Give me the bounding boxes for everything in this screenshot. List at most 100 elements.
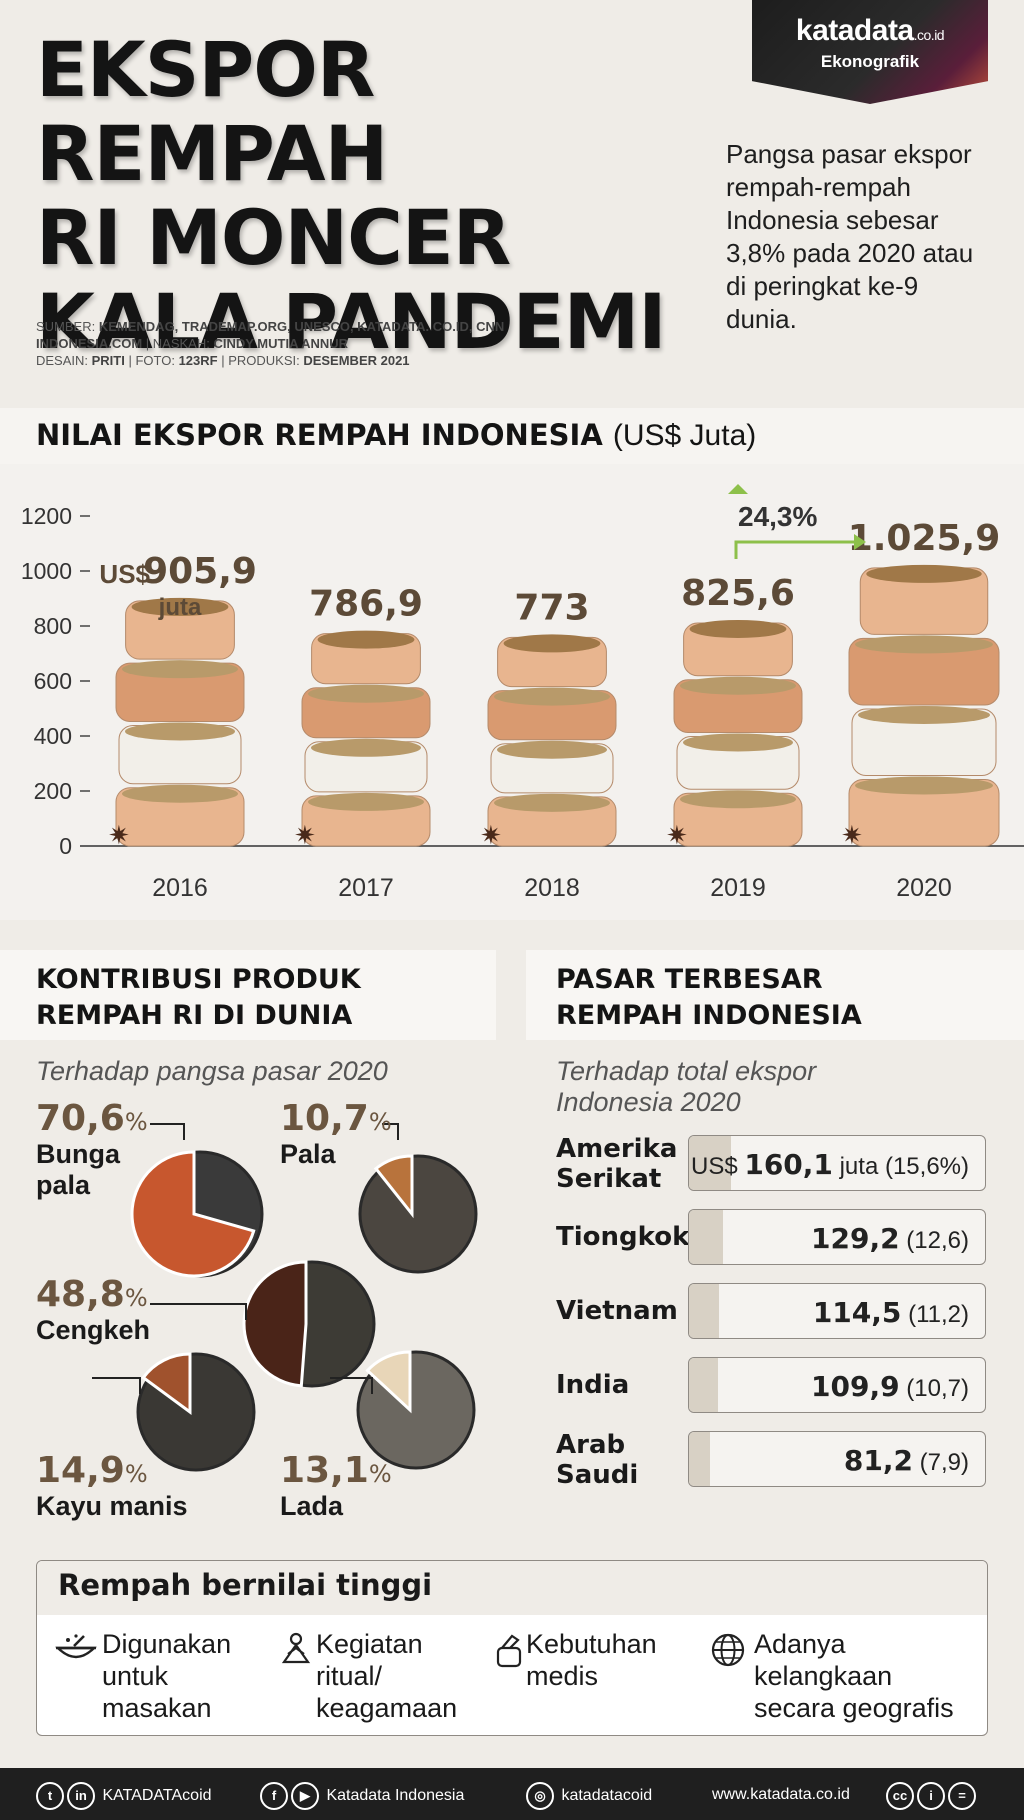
market-bar: 81,2 (7,9) xyxy=(688,1431,986,1487)
footer-social-instagram[interactable]: ◎ katadatacoid xyxy=(526,1782,652,1810)
leader-line xyxy=(330,1377,373,1394)
share-wedge xyxy=(141,1352,192,1415)
instagram-icon[interactable]: ◎ xyxy=(526,1782,554,1810)
share-wedge xyxy=(365,1350,412,1414)
star-anise-icon: ✷ xyxy=(841,820,863,850)
youtube-icon[interactable]: ▶ xyxy=(291,1782,319,1810)
footer-website[interactable]: www.katadata.co.id xyxy=(712,1786,850,1803)
growth-arrow-line xyxy=(734,540,854,559)
star-anise-icon: ✷ xyxy=(294,820,316,850)
page-title: EKSPOR REMPAH RI MONCER KALA PANDEMI xyxy=(36,28,676,364)
footer-license-icons: cc i = xyxy=(886,1782,979,1810)
spice-layer xyxy=(855,635,993,654)
share-wedge xyxy=(373,1154,414,1219)
star-anise-icon: ✷ xyxy=(666,820,688,850)
lead-paragraph: Pangsa pasar ekspor rempah-rempah Indone… xyxy=(726,139,974,334)
twitter-icon[interactable]: t xyxy=(36,1782,64,1810)
export-value-chart: 0 200 400 600 800 1000 1200 ✷ 905,9 2016 ✷ 786,9 201… xyxy=(21,484,1024,902)
bar-value-label: 905,9 xyxy=(143,551,257,592)
facebook-icon[interactable]: f xyxy=(260,1782,288,1810)
market-value: US$ 160,1 juta (15,6%) xyxy=(690,1148,969,1181)
spice-layer xyxy=(122,784,238,803)
ritual-icon xyxy=(281,1632,311,1664)
y-tick-label: 200 xyxy=(34,778,72,804)
x-tick-label: 2017 xyxy=(338,874,394,902)
leader-line xyxy=(92,1377,141,1394)
brand-badge[interactable]: katadata.co.id Ekonografik xyxy=(752,0,988,104)
market-bar-fill xyxy=(689,1284,719,1338)
market-row: Amerika Serikat US$ 160,1 juta (15,6%) xyxy=(556,1134,996,1194)
spice-layer xyxy=(131,597,229,616)
markets-header xyxy=(526,950,1024,1040)
market-value: 109,9 (10,7) xyxy=(811,1370,969,1403)
market-value: 81,2 (7,9) xyxy=(843,1444,969,1477)
reasons-box xyxy=(36,1560,988,1736)
reasons-title: Rempah bernilai tinggi xyxy=(58,1568,433,1602)
share-wedge xyxy=(242,1260,308,1388)
linkedin-icon[interactable]: in xyxy=(67,1782,95,1810)
spice-layer xyxy=(122,660,238,679)
reason-text: Digunakan untuk masakan xyxy=(102,1629,232,1723)
chart-title: NILAI EKSPOR REMPAH INDONESIA (US$ Juta) xyxy=(36,418,757,452)
y-tick-label: 400 xyxy=(34,723,72,749)
footer-handle[interactable]: KATADATAcoid xyxy=(102,1787,212,1805)
footer-bar: t in KATADATAcoid f ▶ Katadata Indonesia ◎… xyxy=(0,1768,1024,1820)
footer-insta[interactable]: katadatacoid xyxy=(561,1787,653,1805)
market-bar: 114,5 (11,2) xyxy=(688,1283,986,1339)
contrib-value: 70,6% xyxy=(36,1098,148,1139)
market-bar-fill xyxy=(689,1358,718,1412)
spice-layer xyxy=(503,634,601,653)
contrib-item-cengkeh: 48,8% Cengkeh xyxy=(36,1274,150,1346)
market-bar-fill xyxy=(689,1136,731,1190)
cooking-icon xyxy=(55,1634,97,1659)
market-country: Tiongkok xyxy=(556,1222,690,1252)
x-tick-label: 2018 xyxy=(524,874,580,902)
contrib-name: Cengkeh xyxy=(36,1315,151,1345)
market-bar: 109,9 (10,7) xyxy=(688,1357,986,1413)
spice-layer xyxy=(317,630,415,649)
spice-layer xyxy=(680,790,796,809)
section-label: Ekonografik xyxy=(820,52,920,71)
market-bar-fill xyxy=(689,1210,723,1264)
star-anise-icon: ✷ xyxy=(480,820,502,850)
contrib-name: Kayu manis xyxy=(36,1491,188,1521)
spice-layer xyxy=(866,564,982,583)
footer-social-twitter-linkedin[interactable]: t in KATADATAcoid xyxy=(36,1782,212,1810)
market-row: Tiongkok 129,2 (12,6) xyxy=(556,1208,996,1266)
contrib-value: 10,7% xyxy=(280,1098,392,1139)
market-country: Vietnam xyxy=(556,1296,678,1326)
market-bar: 129,2 (12,6) xyxy=(688,1209,986,1265)
market-country: India xyxy=(556,1370,630,1400)
leader-line xyxy=(382,1123,399,1140)
contrib-illustration xyxy=(92,1123,478,1472)
title-line-2: RI MONCER xyxy=(36,193,511,282)
market-country: Arab Saudi xyxy=(556,1430,639,1490)
leader-line xyxy=(150,1123,185,1140)
growth-arrow-head xyxy=(854,534,866,550)
y-tick-label: 0 xyxy=(59,833,72,859)
footer-page[interactable]: Katadata Indonesia xyxy=(326,1787,465,1805)
reason-text: Kebutuhan medis xyxy=(526,1629,657,1691)
bar-value-prefix: US$ xyxy=(99,559,150,589)
bar-value-label: 1.025,9 xyxy=(848,518,1001,559)
contrib-value: 14,9% xyxy=(36,1450,148,1491)
y-tick-label: 800 xyxy=(34,613,72,639)
spice-layer xyxy=(308,684,424,703)
contrib-name: Pala xyxy=(280,1139,336,1169)
footer-social-facebook-youtube[interactable]: f ▶ Katadata Indonesia xyxy=(260,1782,464,1810)
attribution-icon: i xyxy=(917,1782,945,1810)
markets-title: PASAR TERBESAR REMPAH INDONESIA xyxy=(556,964,862,1031)
contrib-item-kayu-manis: 14,9% Kayu manis xyxy=(36,1450,188,1522)
markets-subtitle: Terhadap total ekspor Indonesia 2020 xyxy=(556,1056,817,1117)
contrib-title: KONTRIBUSI PRODUK REMPAH RI DI DUNIA xyxy=(36,964,361,1031)
spice-layer xyxy=(858,705,990,724)
bar-value-label: 825,6 xyxy=(681,573,795,614)
cc-icon: cc xyxy=(886,1782,914,1810)
bar-value-suffix: juta xyxy=(158,594,202,621)
spice-layer xyxy=(494,793,610,812)
growth-up-icon xyxy=(728,484,748,494)
medicine-icon xyxy=(496,1634,522,1668)
market-row: India 109,9 (10,7) xyxy=(556,1356,996,1414)
market-row: Vietnam 114,5 (11,2) xyxy=(556,1282,996,1340)
market-bar-fill xyxy=(689,1432,711,1486)
